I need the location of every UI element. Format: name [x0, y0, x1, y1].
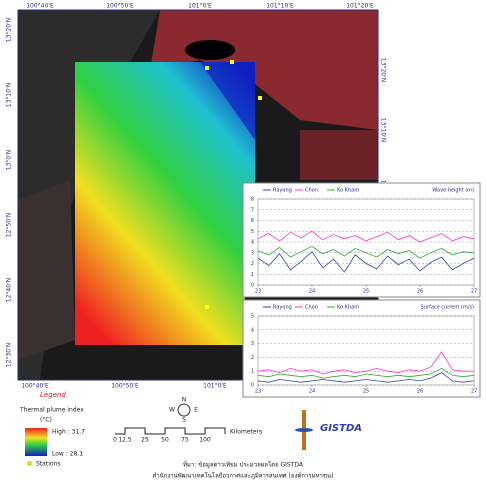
scale-unit: Kilometers: [230, 429, 262, 436]
x-tick-label: 23: [255, 389, 261, 395]
x-tick-label: 27: [471, 289, 477, 295]
footer-line: ที่มา: ข้อมูลดาวเทียม ประมวลผลโดย GISTDA: [183, 461, 304, 469]
legend-label: Chon: [305, 188, 318, 194]
east-label: E: [194, 407, 198, 414]
right-coordinate: 13°10'N: [380, 118, 387, 142]
x-tick-label: 26: [417, 289, 423, 295]
station-symbol: [28, 462, 31, 465]
top-coordinate: 100°50'E: [106, 3, 134, 10]
legend-label: Chon: [305, 305, 318, 311]
y-tick-label: 2: [251, 355, 254, 361]
y-tick-label: 5: [251, 314, 254, 320]
y-tick-label: 6: [251, 218, 254, 224]
legend: Legend Thermal plume index (°C) High : 3…: [19, 391, 85, 468]
top-coordinate: 101°0'E: [188, 3, 212, 10]
y-tick-label: 0: [251, 283, 254, 289]
y-tick-label: 3: [251, 250, 254, 256]
bottom-coordinate: 101°0'E: [203, 383, 227, 390]
scale-line: [115, 428, 225, 434]
y-tick-label: 1: [251, 272, 254, 278]
logo: GISTDA: [295, 410, 362, 450]
top-coordinate: 101°20'E: [346, 3, 374, 10]
left-coordinate: 12°40'N: [6, 278, 13, 302]
y-tick-label: 3: [251, 341, 254, 347]
west-label: W: [169, 407, 175, 414]
south-label: S: [182, 417, 186, 424]
y-tick-label: 5: [251, 229, 254, 235]
top-coordinate: 100°40'E: [26, 3, 54, 10]
x-tick-label: 25: [363, 289, 369, 295]
y-tick-label: 8: [251, 197, 254, 203]
footer-line: สำนักงานพัฒนาเทคโนโลยีอวกาศและภูมิสารสนเ…: [153, 472, 334, 480]
y-tick-label: 0: [251, 383, 254, 389]
legend-label: Ko Kham: [337, 305, 359, 311]
legend-label: Ko Kham: [337, 188, 359, 194]
x-tick-label: 23: [255, 289, 261, 295]
left-coordinate: 12°50'N: [6, 213, 13, 237]
legend-unit: (°C): [40, 417, 52, 424]
station: [205, 66, 209, 70]
legend-label: Rayong: [273, 188, 292, 194]
x-tick-label: 27: [471, 389, 477, 395]
y-tick-label: 4: [251, 327, 254, 333]
north-label: N: [182, 397, 187, 404]
y-tick-label: 1: [251, 369, 254, 375]
scale-tick: 0: [113, 437, 117, 444]
y-tick-label: 7: [251, 207, 254, 213]
left-coordinate: 13°20'N: [6, 18, 13, 42]
top-coordinate: 101°10'E: [266, 3, 294, 10]
chart-title: Wave height (m): [432, 188, 474, 194]
scale-tick: 100: [199, 437, 211, 444]
legend-title: Legend: [40, 391, 66, 399]
x-tick-label: 24: [309, 289, 315, 295]
x-tick-label: 25: [363, 389, 369, 395]
thermal-overlay: [75, 62, 255, 345]
legend-subtitle: Thermal plume index: [19, 407, 84, 414]
land: [18, 180, 75, 360]
north-arrow: N S E W: [169, 397, 198, 424]
x-tick-label: 24: [309, 389, 315, 395]
legend-low: Low : 28.1: [52, 451, 83, 458]
bottom-coordinate: 100°40'E: [21, 383, 49, 390]
scale-tick: 50: [161, 437, 169, 444]
bottom-coordinate: 100°50'E: [111, 383, 139, 390]
logo-ring: [295, 428, 313, 432]
legend-high: High : 31.7: [52, 429, 85, 436]
compass: [178, 404, 190, 416]
scale-tick: 75: [181, 437, 189, 444]
scale-tick: 25: [141, 437, 149, 444]
x-tick-label: 26: [417, 389, 423, 395]
left-coordinate: 13°10'N: [6, 83, 13, 107]
right-coordinate: 13°20'N: [380, 58, 387, 82]
color-bar: [25, 428, 47, 456]
page: 100°40'E 100°50'E 101°0'E 101°10'E 101°20'E 1…: [0, 0, 486, 484]
y-tick-label: 2: [251, 261, 254, 267]
land-vegetation: [300, 130, 378, 180]
logo-text: GISTDA: [320, 423, 362, 434]
chart-title: Surface current (m/s): [421, 305, 474, 311]
scale-tick: 12.5: [118, 437, 132, 444]
reservoir: [185, 40, 235, 60]
station: [230, 60, 234, 64]
station: [205, 305, 209, 309]
y-tick-label: 4: [251, 240, 254, 246]
left-coordinate: 13°0'N: [6, 150, 13, 171]
left-coordinate: 12°30'N: [6, 343, 13, 367]
legend-label: Rayong: [273, 305, 292, 311]
legend-station: Stations: [36, 461, 60, 468]
chart-panel: [243, 300, 480, 397]
station: [258, 96, 262, 100]
